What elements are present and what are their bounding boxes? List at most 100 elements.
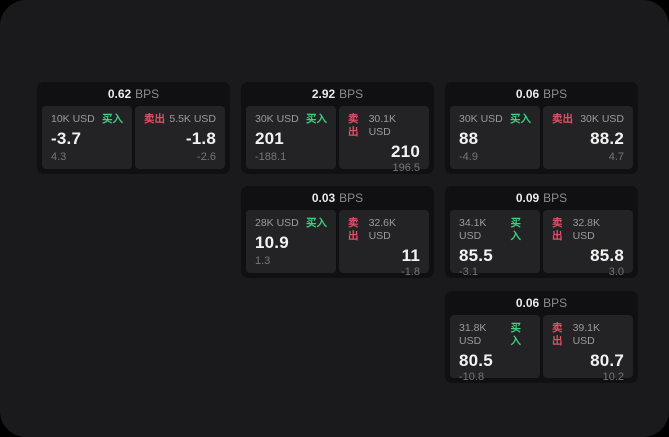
sell-price: 11 — [401, 246, 420, 265]
buy-amount: 34.1K USD — [459, 217, 487, 242]
sell-side-label: 卖出 — [144, 113, 165, 125]
buy-delta: -188.1 — [255, 151, 287, 163]
buy-side-label: 买入 — [102, 113, 123, 125]
quote-panels: 28K USD 买入 10.9 1.3 卖出 32.6K USD 11 -1.8 — [241, 210, 434, 278]
buy-side-label: 买入 — [510, 322, 521, 347]
buy-panel-header: 34.1K USD 买入 — [459, 217, 531, 243]
quote-card: 0.06 BPS 31.8K USD 买入 80.5 -10.8 卖出 39.1… — [445, 291, 638, 383]
buy-panel[interactable]: 31.8K USD 买入 80.5 -10.8 — [450, 315, 540, 383]
buy-panel-header: 10K USD 买入 — [51, 113, 123, 126]
buy-price: 201 — [255, 129, 284, 148]
buy-price: 85.5 — [459, 246, 493, 265]
bps-value: 0.03 — [311, 191, 336, 205]
buy-delta: -3.1 — [459, 266, 478, 278]
card-header: 0.03 BPS — [241, 186, 434, 210]
bps-unit-label: BPS — [339, 191, 364, 205]
sell-panel[interactable]: 卖出 5.5K USD -1.8 -2.6 — [135, 106, 225, 169]
buy-price: 88 — [459, 129, 479, 148]
sell-panel-header: 卖出 39.1K USD — [552, 322, 624, 348]
bps-unit-label: BPS — [339, 87, 364, 101]
buy-amount: 30K USD — [255, 113, 299, 125]
sell-price: 80.7 — [590, 351, 624, 370]
quote-panels: 10K USD 买入 -3.7 4.3 卖出 5.5K USD -1.8 -2.… — [37, 106, 230, 174]
buy-panel-header: 30K USD 买入 — [255, 113, 327, 126]
buy-side-label: 买入 — [510, 217, 521, 242]
sell-panel-header: 卖出 32.6K USD — [348, 217, 420, 243]
bps-unit-label: BPS — [543, 191, 568, 205]
buy-amount: 30K USD — [459, 113, 503, 125]
bps-value: 0.09 — [515, 191, 540, 205]
sell-delta: -1.8 — [401, 266, 420, 278]
bps-unit-label: BPS — [135, 87, 160, 101]
sell-side-label: 卖出 — [552, 322, 563, 347]
sell-delta: -2.6 — [197, 151, 216, 163]
buy-panel-header: 30K USD 买入 — [459, 113, 531, 126]
buy-panel-header: 28K USD 买入 — [255, 217, 327, 230]
bps-value: 0.06 — [515, 87, 540, 101]
quote-card: 0.09 BPS 34.1K USD 买入 85.5 -3.1 卖出 32.8K… — [445, 186, 638, 278]
quote-card: 2.92 BPS 30K USD 买入 201 -188.1 卖出 30.1K … — [241, 82, 434, 174]
buy-delta: -4.9 — [459, 151, 478, 163]
quote-card: 0.62 BPS 10K USD 买入 -3.7 4.3 卖出 5.5K USD… — [37, 82, 230, 174]
buy-amount: 31.8K USD — [459, 322, 487, 347]
sell-price: 210 — [391, 142, 420, 161]
bps-value: 0.62 — [107, 87, 132, 101]
sell-delta: 4.7 — [608, 151, 624, 163]
sell-amount: 30.1K USD — [368, 113, 397, 138]
quote-panels: 30K USD 买入 201 -188.1 卖出 30.1K USD 210 1… — [241, 106, 434, 174]
buy-price: -3.7 — [51, 129, 82, 148]
sell-price: 88.2 — [590, 129, 624, 148]
sell-delta: 196.5 — [392, 162, 420, 174]
sell-panel[interactable]: 卖出 32.6K USD 11 -1.8 — [339, 210, 429, 278]
buy-price: 80.5 — [459, 351, 493, 370]
buy-panel[interactable]: 28K USD 买入 10.9 1.3 — [246, 210, 336, 273]
buy-price: 10.9 — [255, 233, 289, 252]
quote-card: 0.06 BPS 30K USD 买入 88 -4.9 卖出 30K USD 8… — [445, 82, 638, 174]
card-header: 2.92 BPS — [241, 82, 434, 106]
sell-side-label: 卖出 — [552, 113, 573, 125]
buy-amount: 28K USD — [255, 217, 299, 229]
card-header: 0.09 BPS — [445, 186, 638, 210]
buy-delta: -10.8 — [459, 371, 485, 383]
buy-delta: 4.3 — [51, 151, 67, 163]
sell-amount: 32.8K USD — [572, 217, 601, 242]
sell-panel-header: 卖出 30.1K USD — [348, 113, 420, 139]
bps-unit-label: BPS — [543, 87, 568, 101]
sell-panel[interactable]: 卖出 30.1K USD 210 196.5 — [339, 106, 429, 174]
card-header: 0.06 BPS — [445, 291, 638, 315]
sell-panel-header: 卖出 5.5K USD — [144, 113, 216, 126]
sell-amount: 39.1K USD — [572, 322, 601, 347]
buy-panel[interactable]: 30K USD 买入 88 -4.9 — [450, 106, 540, 169]
sell-side-label: 卖出 — [552, 217, 563, 242]
sell-delta: 10.2 — [602, 371, 624, 383]
buy-panel-header: 31.8K USD 买入 — [459, 322, 531, 348]
sell-price: 85.8 — [590, 246, 624, 265]
sell-panel[interactable]: 卖出 39.1K USD 80.7 10.2 — [543, 315, 633, 383]
bps-value: 0.06 — [515, 296, 540, 310]
buy-panel[interactable]: 10K USD 买入 -3.7 4.3 — [42, 106, 132, 169]
sell-panel[interactable]: 卖出 30K USD 88.2 4.7 — [543, 106, 633, 169]
quote-card: 0.03 BPS 28K USD 买入 10.9 1.3 卖出 32.6K US… — [241, 186, 434, 278]
card-header: 0.62 BPS — [37, 82, 230, 106]
sell-side-label: 卖出 — [348, 217, 359, 242]
bps-unit-label: BPS — [543, 296, 568, 310]
buy-panel[interactable]: 34.1K USD 买入 85.5 -3.1 — [450, 210, 540, 278]
sell-panel-header: 卖出 30K USD — [552, 113, 624, 126]
bps-value: 2.92 — [311, 87, 336, 101]
sell-amount: 5.5K USD — [169, 113, 216, 125]
buy-delta: 1.3 — [255, 255, 271, 267]
sell-amount: 32.6K USD — [368, 217, 397, 242]
sell-amount: 30K USD — [580, 113, 624, 125]
quote-panels: 30K USD 买入 88 -4.9 卖出 30K USD 88.2 4.7 — [445, 106, 638, 174]
sell-price: -1.8 — [185, 129, 216, 148]
card-header: 0.06 BPS — [445, 82, 638, 106]
sell-panel[interactable]: 卖出 32.8K USD 85.8 3.0 — [543, 210, 633, 278]
buy-side-label: 买入 — [510, 113, 531, 125]
quote-panels: 31.8K USD 买入 80.5 -10.8 卖出 39.1K USD 80.… — [445, 315, 638, 383]
sell-delta: 3.0 — [608, 266, 624, 278]
sell-panel-header: 卖出 32.8K USD — [552, 217, 624, 243]
quote-panels: 34.1K USD 买入 85.5 -3.1 卖出 32.8K USD 85.8… — [445, 210, 638, 278]
buy-panel[interactable]: 30K USD 买入 201 -188.1 — [246, 106, 336, 169]
sell-side-label: 卖出 — [348, 113, 359, 138]
